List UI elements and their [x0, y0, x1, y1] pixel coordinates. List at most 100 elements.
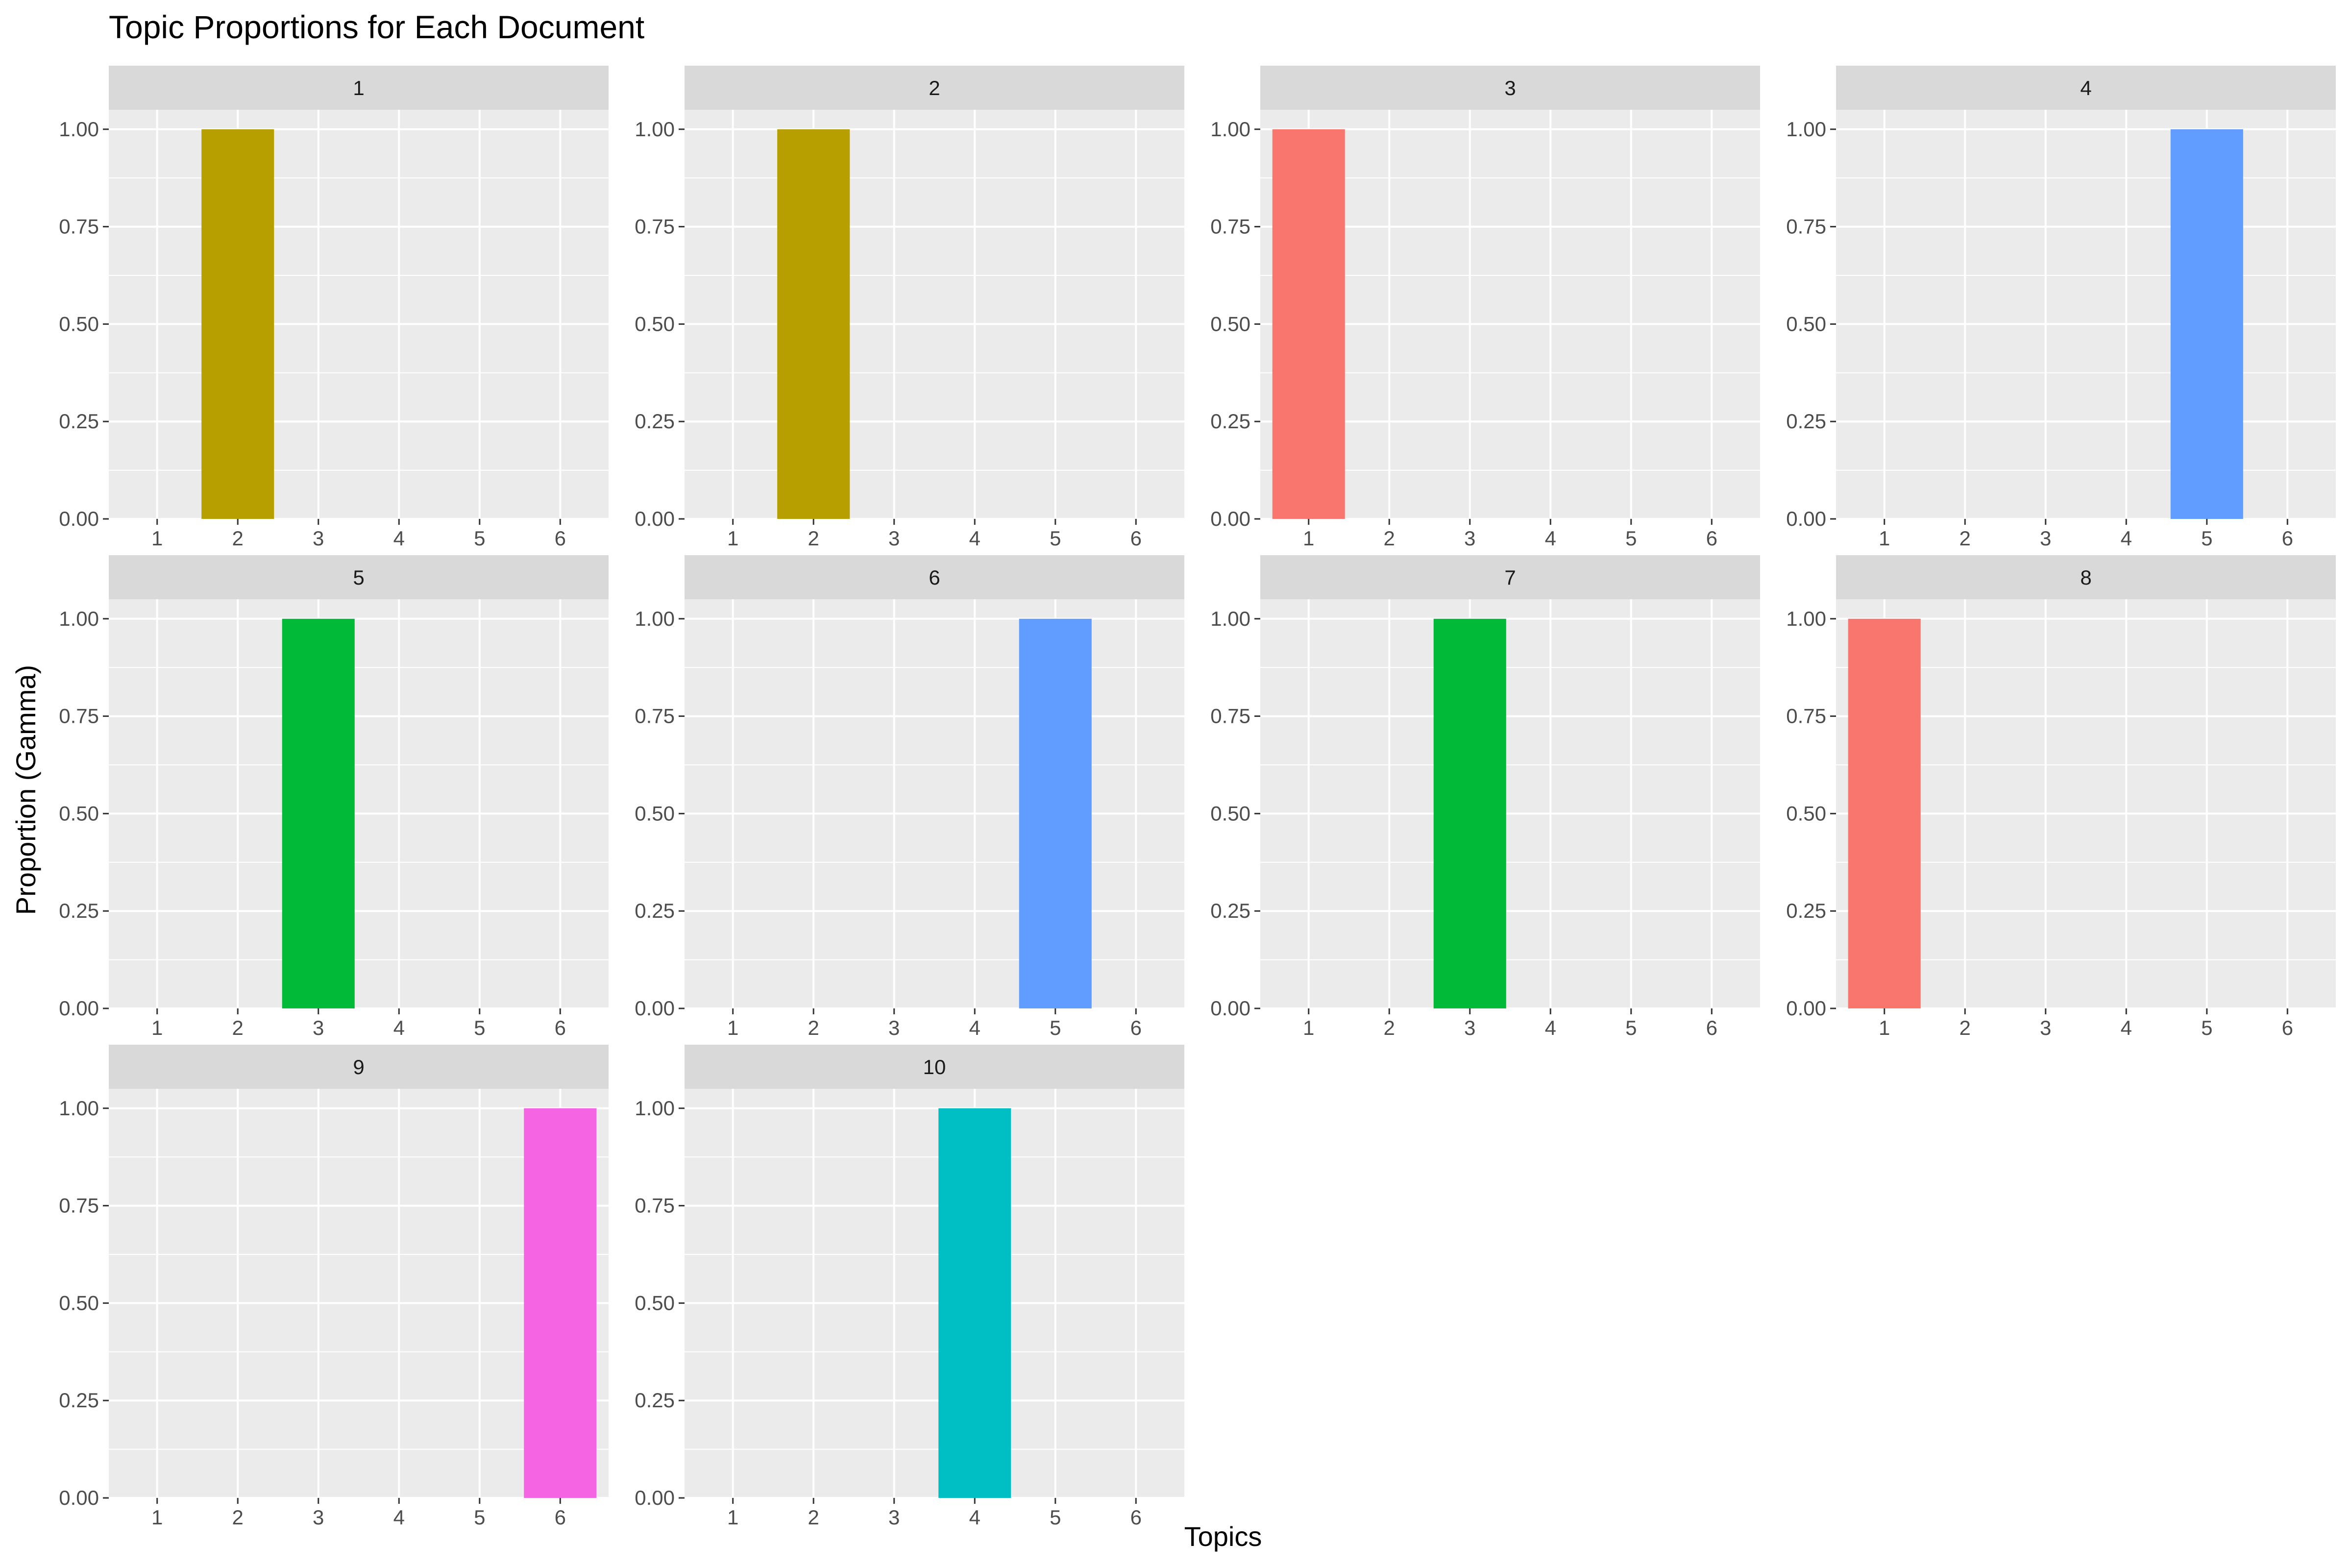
facet-panel-doc-10: 10 0.00 0.25 0.50 0.75 1.00 1 2 3 4 5 6 — [635, 1045, 1184, 1529]
facet-strip-doc-7 — [1260, 555, 1760, 599]
x-tick-label-doc-9: 1 — [151, 1506, 163, 1529]
x-tick-label-doc-7: 4 — [1545, 1016, 1556, 1039]
x-tick-label-doc-8: 2 — [1960, 1016, 1971, 1039]
x-tick-label-doc-2: 3 — [888, 527, 900, 550]
y-tick-label-doc-3: 1.00 — [1210, 118, 1250, 141]
x-axis-title: Topics — [1184, 1521, 1262, 1552]
y-tick-label-doc-1: 0.75 — [59, 215, 99, 238]
x-tick-label-doc-9: 4 — [393, 1506, 405, 1529]
facet-panel-doc-1: 1 0.00 0.25 0.50 0.75 1.00 1 2 3 4 5 6 — [59, 66, 609, 550]
x-tick-label-doc-6: 2 — [808, 1016, 819, 1039]
plot-background-doc-4 — [1836, 110, 2336, 519]
x-tick-label-doc-2: 1 — [727, 527, 738, 550]
plot-background-doc-10 — [685, 1089, 1184, 1498]
x-tick-label-doc-7: 3 — [1464, 1016, 1475, 1039]
y-tick-label-doc-1: 0.25 — [59, 410, 99, 433]
y-tick-label-doc-4: 0.50 — [1786, 312, 1826, 335]
x-tick-label-doc-2: 5 — [1050, 527, 1061, 550]
x-tick-label-doc-5: 3 — [313, 1016, 324, 1039]
facet-panel-doc-2: 2 0.00 0.25 0.50 0.75 1.00 1 2 3 4 5 6 — [635, 66, 1184, 550]
y-tick-label-doc-1: 1.00 — [59, 118, 99, 141]
y-tick-label-doc-7: 0.75 — [1210, 705, 1250, 728]
facet-strip-doc-3 — [1260, 66, 1760, 110]
y-tick-label-doc-6: 0.25 — [635, 899, 675, 922]
x-tick-label-doc-3: 6 — [1706, 527, 1717, 550]
x-tick-label-doc-2: 2 — [808, 527, 819, 550]
y-tick-label-doc-10: 0.25 — [635, 1389, 675, 1412]
x-tick-label-doc-4: 5 — [2201, 527, 2212, 550]
bar-doc-2-topic-2 — [777, 129, 850, 519]
plot-background-doc-5 — [109, 599, 609, 1008]
plot-background-doc-2 — [685, 110, 1184, 519]
y-axis-title: Proportion (Gamma) — [10, 665, 41, 915]
chart-title: Topic Proportions for Each Document — [109, 9, 644, 45]
x-tick-label-doc-5: 5 — [474, 1016, 485, 1039]
y-tick-label-doc-10: 0.50 — [635, 1291, 675, 1314]
x-tick-label-doc-3: 1 — [1303, 527, 1314, 550]
x-tick-label-doc-2: 4 — [969, 527, 980, 550]
y-tick-label-doc-2: 0.25 — [635, 410, 675, 433]
y-tick-label-doc-4: 0.25 — [1786, 410, 1826, 433]
y-tick-label-doc-8: 0.75 — [1786, 705, 1826, 728]
x-tick-label-doc-1: 4 — [393, 527, 405, 550]
x-tick-label-doc-9: 6 — [555, 1506, 566, 1529]
x-tick-label-doc-1: 2 — [232, 527, 244, 550]
y-tick-label-doc-5: 0.50 — [59, 802, 99, 825]
y-tick-label-doc-7: 0.50 — [1210, 802, 1250, 825]
x-tick-label-doc-9: 5 — [474, 1506, 485, 1529]
facet-strip-label-doc-1: 1 — [353, 76, 364, 99]
plot-background-doc-6 — [685, 599, 1184, 1008]
y-tick-label-doc-8: 0.25 — [1786, 899, 1826, 922]
y-tick-label-doc-6: 1.00 — [635, 607, 675, 630]
facet-strip-label-doc-8: 8 — [2080, 566, 2091, 589]
y-tick-label-doc-4: 0.75 — [1786, 215, 1826, 238]
x-tick-label-doc-7: 5 — [1625, 1016, 1637, 1039]
facet-strip-doc-2 — [685, 66, 1184, 110]
x-tick-label-doc-7: 1 — [1303, 1016, 1314, 1039]
y-tick-label-doc-5: 0.75 — [59, 705, 99, 728]
x-tick-label-doc-7: 2 — [1384, 1016, 1395, 1039]
x-tick-label-doc-5: 4 — [393, 1016, 405, 1039]
y-tick-label-doc-5: 0.00 — [59, 997, 99, 1020]
x-tick-label-doc-4: 4 — [2121, 527, 2132, 550]
y-tick-label-doc-9: 0.00 — [59, 1486, 99, 1509]
y-tick-label-doc-2: 0.50 — [635, 312, 675, 335]
x-tick-label-doc-3: 4 — [1545, 527, 1556, 550]
x-tick-label-doc-1: 3 — [313, 527, 324, 550]
y-tick-label-doc-2: 0.00 — [635, 507, 675, 530]
x-tick-label-doc-3: 5 — [1625, 527, 1637, 550]
y-tick-label-doc-10: 1.00 — [635, 1097, 675, 1120]
y-tick-label-doc-1: 0.00 — [59, 507, 99, 530]
y-tick-label-doc-8: 1.00 — [1786, 607, 1826, 630]
facet-strip-label-doc-10: 10 — [923, 1055, 946, 1078]
x-tick-label-doc-5: 2 — [232, 1016, 244, 1039]
y-tick-label-doc-3: 0.75 — [1210, 215, 1250, 238]
x-tick-label-doc-1: 1 — [151, 527, 163, 550]
y-tick-label-doc-7: 0.00 — [1210, 997, 1250, 1020]
x-tick-label-doc-9: 3 — [313, 1506, 324, 1529]
facet-panel-doc-3: 3 0.00 0.25 0.50 0.75 1.00 1 2 3 4 5 6 — [1210, 66, 1760, 550]
x-tick-label-doc-10: 1 — [727, 1506, 738, 1529]
y-tick-label-doc-6: 0.75 — [635, 705, 675, 728]
facet-strip-doc-5 — [109, 555, 609, 599]
x-tick-label-doc-1: 5 — [474, 527, 485, 550]
y-tick-label-doc-7: 1.00 — [1210, 607, 1250, 630]
x-tick-label-doc-6: 5 — [1050, 1016, 1061, 1039]
x-tick-label-doc-8: 4 — [2121, 1016, 2132, 1039]
x-tick-label-doc-8: 6 — [2282, 1016, 2293, 1039]
x-tick-label-doc-10: 3 — [888, 1506, 900, 1529]
x-tick-label-doc-5: 6 — [555, 1016, 566, 1039]
facet-panel-doc-5: 5 0.00 0.25 0.50 0.75 1.00 1 2 3 4 5 6 — [59, 555, 609, 1039]
x-tick-label-doc-6: 4 — [969, 1016, 980, 1039]
facet-strip-doc-10 — [685, 1045, 1184, 1089]
facet-strip-label-doc-6: 6 — [929, 566, 940, 589]
x-tick-label-doc-4: 1 — [1879, 527, 1890, 550]
y-tick-label-doc-4: 1.00 — [1786, 118, 1826, 141]
y-tick-label-doc-9: 0.50 — [59, 1291, 99, 1314]
x-tick-label-doc-10: 2 — [808, 1506, 819, 1529]
facet-strip-label-doc-2: 2 — [929, 76, 940, 99]
y-tick-label-doc-10: 0.75 — [635, 1194, 675, 1217]
y-tick-label-doc-9: 1.00 — [59, 1097, 99, 1120]
